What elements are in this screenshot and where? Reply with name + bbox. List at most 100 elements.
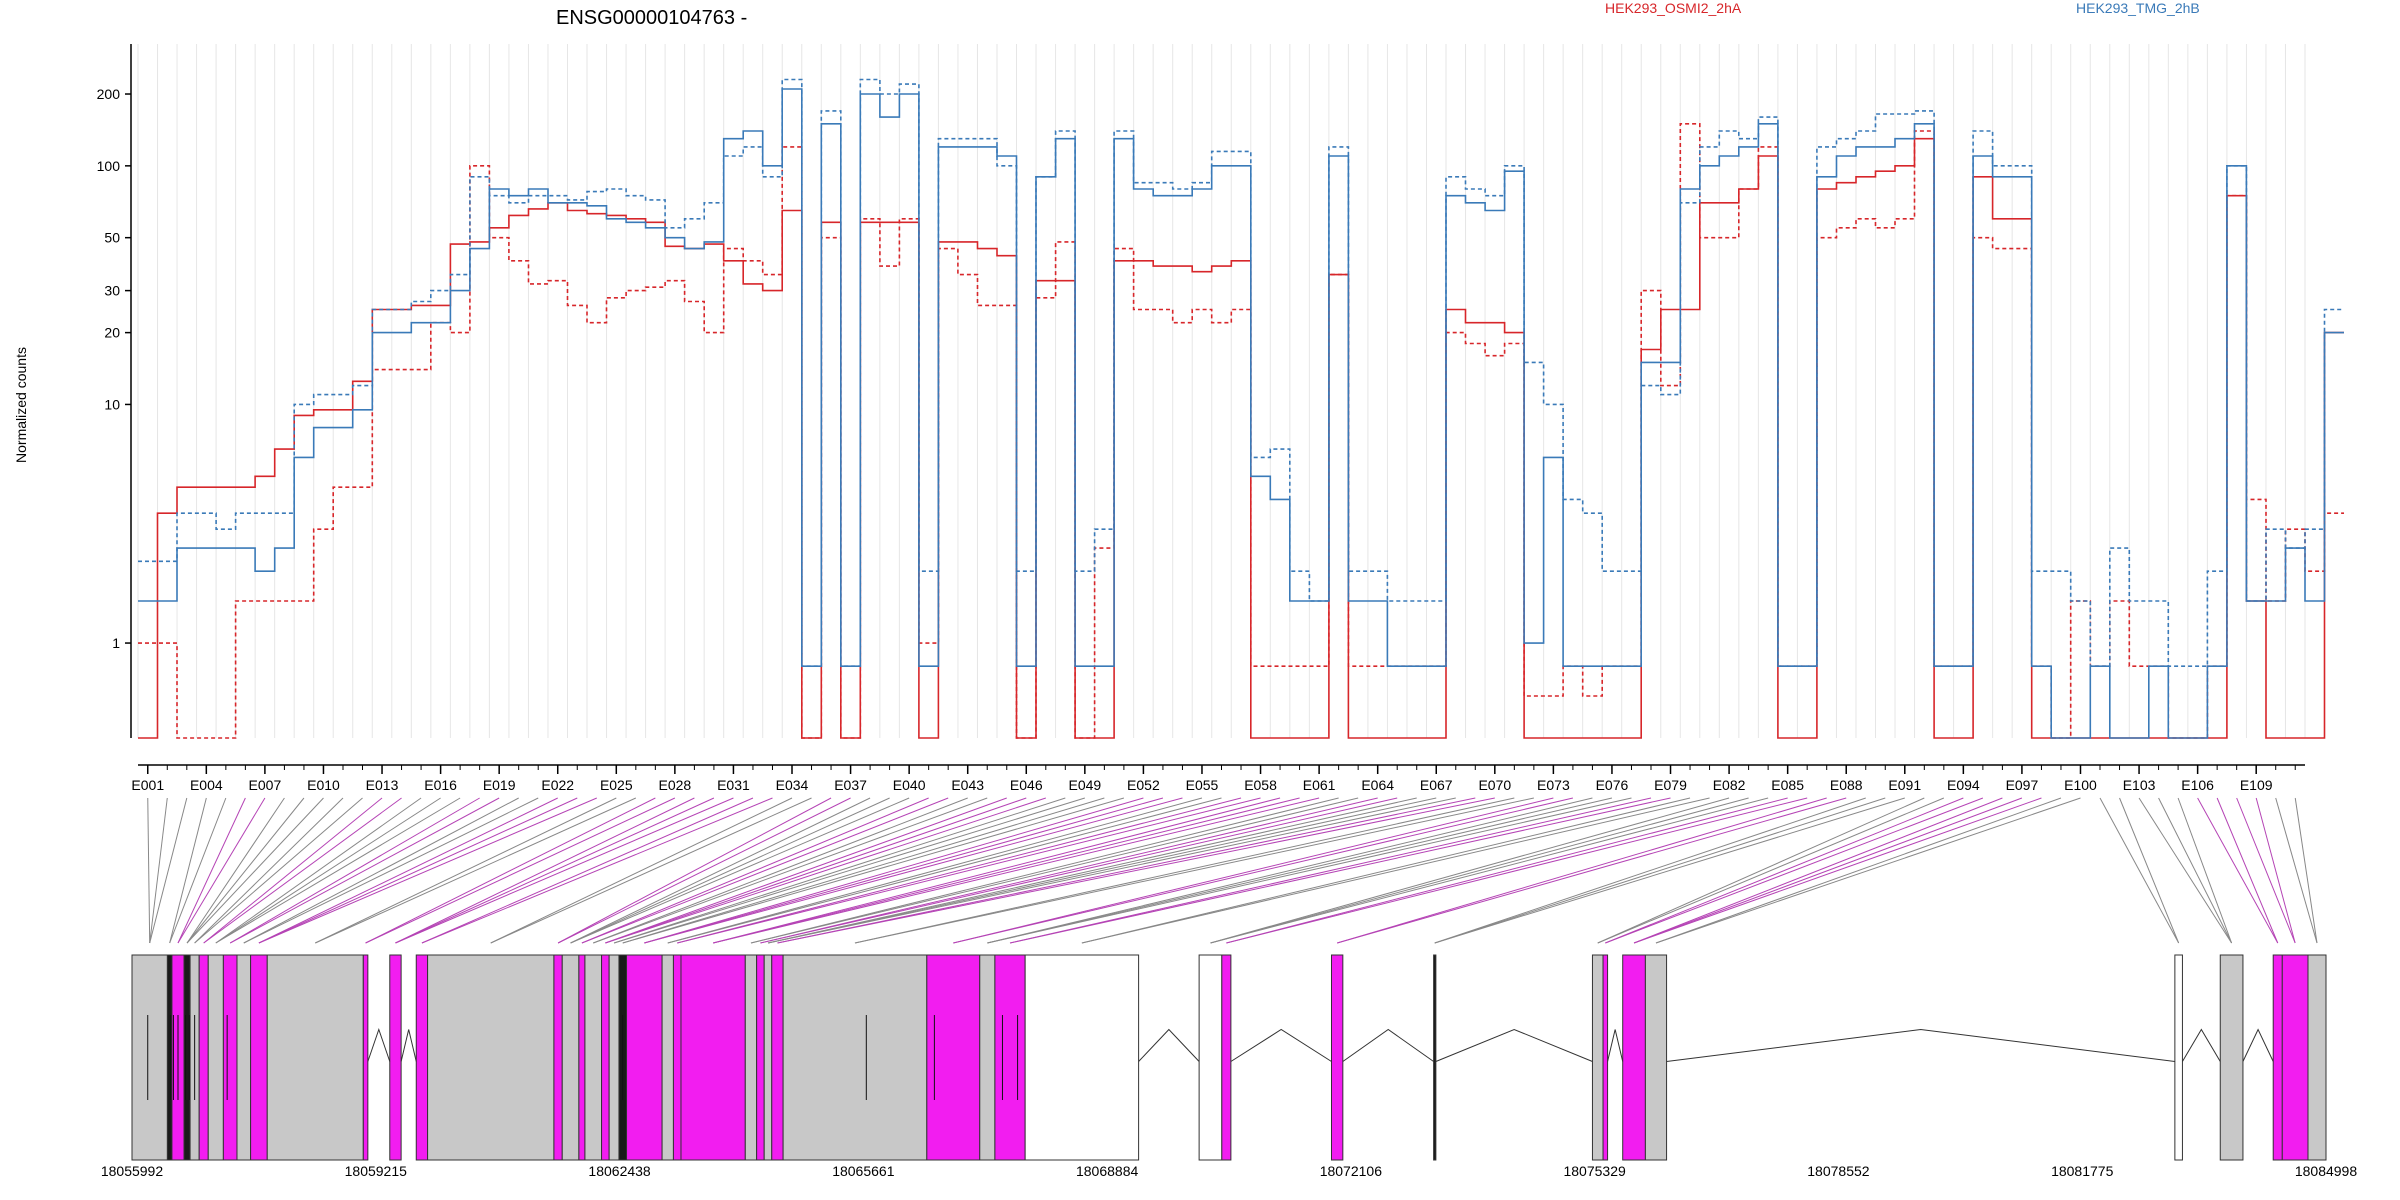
gene-model-exon — [680, 954, 746, 1161]
exon-connector — [1597, 797, 1925, 944]
genomic-axis: 18055992 18059215 18062438 18065661 18068884… — [101, 1163, 2358, 1179]
genomic-tick-label: 18065661 — [832, 1163, 895, 1179]
exon-connector — [777, 797, 1476, 944]
y-tick-label: 200 — [97, 86, 121, 102]
exon-connector — [713, 797, 1320, 944]
exon-connector — [194, 797, 344, 944]
genomic-tick-label: 18062438 — [588, 1163, 651, 1179]
exon-connectors — [147, 797, 2318, 944]
gene-model-exon — [2272, 954, 2283, 1161]
gene-model-exon — [198, 954, 209, 1161]
exon-tick-label: E049 — [1068, 777, 1101, 793]
gene-model-exon — [926, 954, 981, 1161]
exon-connector — [677, 797, 1242, 944]
exon-connector — [421, 797, 773, 944]
exon-connector — [767, 797, 1417, 944]
exon-connector — [258, 797, 558, 944]
count-series — [138, 78, 2344, 739]
exon-tick-label: E046 — [1010, 777, 1043, 793]
exon-tick-label: E028 — [659, 777, 692, 793]
exon-connector — [186, 797, 305, 944]
gene-model-exon — [236, 954, 252, 1161]
exon-connector — [243, 797, 519, 944]
gene-model — [131, 954, 2327, 1161]
exon-connector — [149, 797, 168, 944]
gene-model-exon — [1591, 954, 1604, 1161]
exon-tick-label: E007 — [249, 777, 282, 793]
intron-line — [1435, 1028, 1593, 1062]
exon-connector — [169, 797, 227, 944]
exon-connector — [258, 797, 597, 944]
genomic-tick-label: 18081775 — [2051, 1163, 2114, 1179]
exon-tick-label: E004 — [190, 777, 223, 793]
exon-connector — [987, 797, 1613, 944]
exon-connector — [677, 797, 1261, 944]
exon-connector — [186, 797, 324, 944]
y-tick-label: 10 — [104, 396, 120, 412]
exon-tick-label: E100 — [2064, 777, 2097, 793]
exon-connector — [365, 797, 656, 944]
exon-tick-label: E085 — [1771, 777, 1804, 793]
series-line-1 — [138, 123, 2344, 739]
genomic-tick-label: 18055992 — [101, 1163, 164, 1179]
exon-connector — [987, 797, 1593, 944]
exon-connector — [644, 797, 1144, 944]
exon-connector — [365, 797, 676, 944]
exon-tick-label: E082 — [1713, 777, 1746, 793]
gene-model-exon — [1330, 954, 1344, 1161]
y-tick-label: 20 — [104, 325, 120, 341]
exon-connector — [1009, 797, 1652, 944]
exon-connector — [215, 797, 461, 944]
gene-model-exon — [362, 954, 369, 1161]
exon-connector — [315, 797, 637, 944]
legend-osmi2: HEK293_OSMI2_2hA — [1605, 0, 1742, 16]
exon-connector — [2236, 797, 2296, 944]
exon-connector — [613, 797, 1085, 944]
chart-title: ENSG00000104763 - — [556, 7, 747, 29]
exon-connector — [2294, 797, 2318, 944]
exon-connector — [1009, 797, 1671, 944]
exon-connector — [557, 797, 851, 944]
gene-model-exon — [756, 954, 765, 1161]
exon-connector — [395, 797, 734, 944]
exon-connector — [644, 797, 1183, 944]
series-line-2 — [138, 88, 2344, 739]
exon-connector — [2177, 797, 2233, 944]
gene-model-exon — [2281, 954, 2309, 1161]
exon-connector — [1226, 797, 1808, 944]
exon-connector — [854, 797, 1534, 944]
exon-connector — [177, 797, 246, 944]
exon-connector — [229, 797, 500, 944]
intron-line — [2242, 1028, 2274, 1062]
exon-tick-label: E010 — [307, 777, 340, 793]
exon-connector — [490, 797, 793, 944]
exon-axis: E001 E004 E007 E010 E013 E016 E019 E022 E025 E028… — [131, 764, 2305, 793]
y-tick-label: 30 — [104, 283, 120, 299]
intron-line — [1666, 1028, 2175, 1062]
exon-connector — [570, 797, 890, 944]
gene-model-exon — [222, 954, 238, 1161]
exon-connector — [557, 797, 832, 944]
gene-model-exon — [266, 954, 364, 1161]
exon-connector — [581, 797, 949, 944]
exon-connector — [1633, 797, 2023, 944]
gene-model-exon — [1198, 954, 1223, 1161]
legend-tmg: HEK293_TMG_2hB — [2076, 0, 2200, 16]
gene-model-exon — [131, 954, 168, 1161]
exon-tick-label: E073 — [1537, 777, 1570, 793]
gene-model-exon — [553, 954, 563, 1161]
exon-connector — [1081, 797, 1691, 944]
exon-connector — [2275, 797, 2318, 944]
gene-model-exon — [584, 954, 603, 1161]
exon-tick-label: E001 — [131, 777, 164, 793]
exon-tick-label: E091 — [1888, 777, 1921, 793]
exon-connector — [2138, 797, 2233, 944]
exon-connector — [395, 797, 695, 944]
exon-connector — [229, 797, 480, 944]
exon-connector — [1081, 797, 1710, 944]
gene-model-exon — [744, 954, 758, 1161]
exon-connector — [854, 797, 1515, 944]
intron-line — [1138, 1028, 1200, 1062]
exon-connector — [593, 797, 968, 944]
